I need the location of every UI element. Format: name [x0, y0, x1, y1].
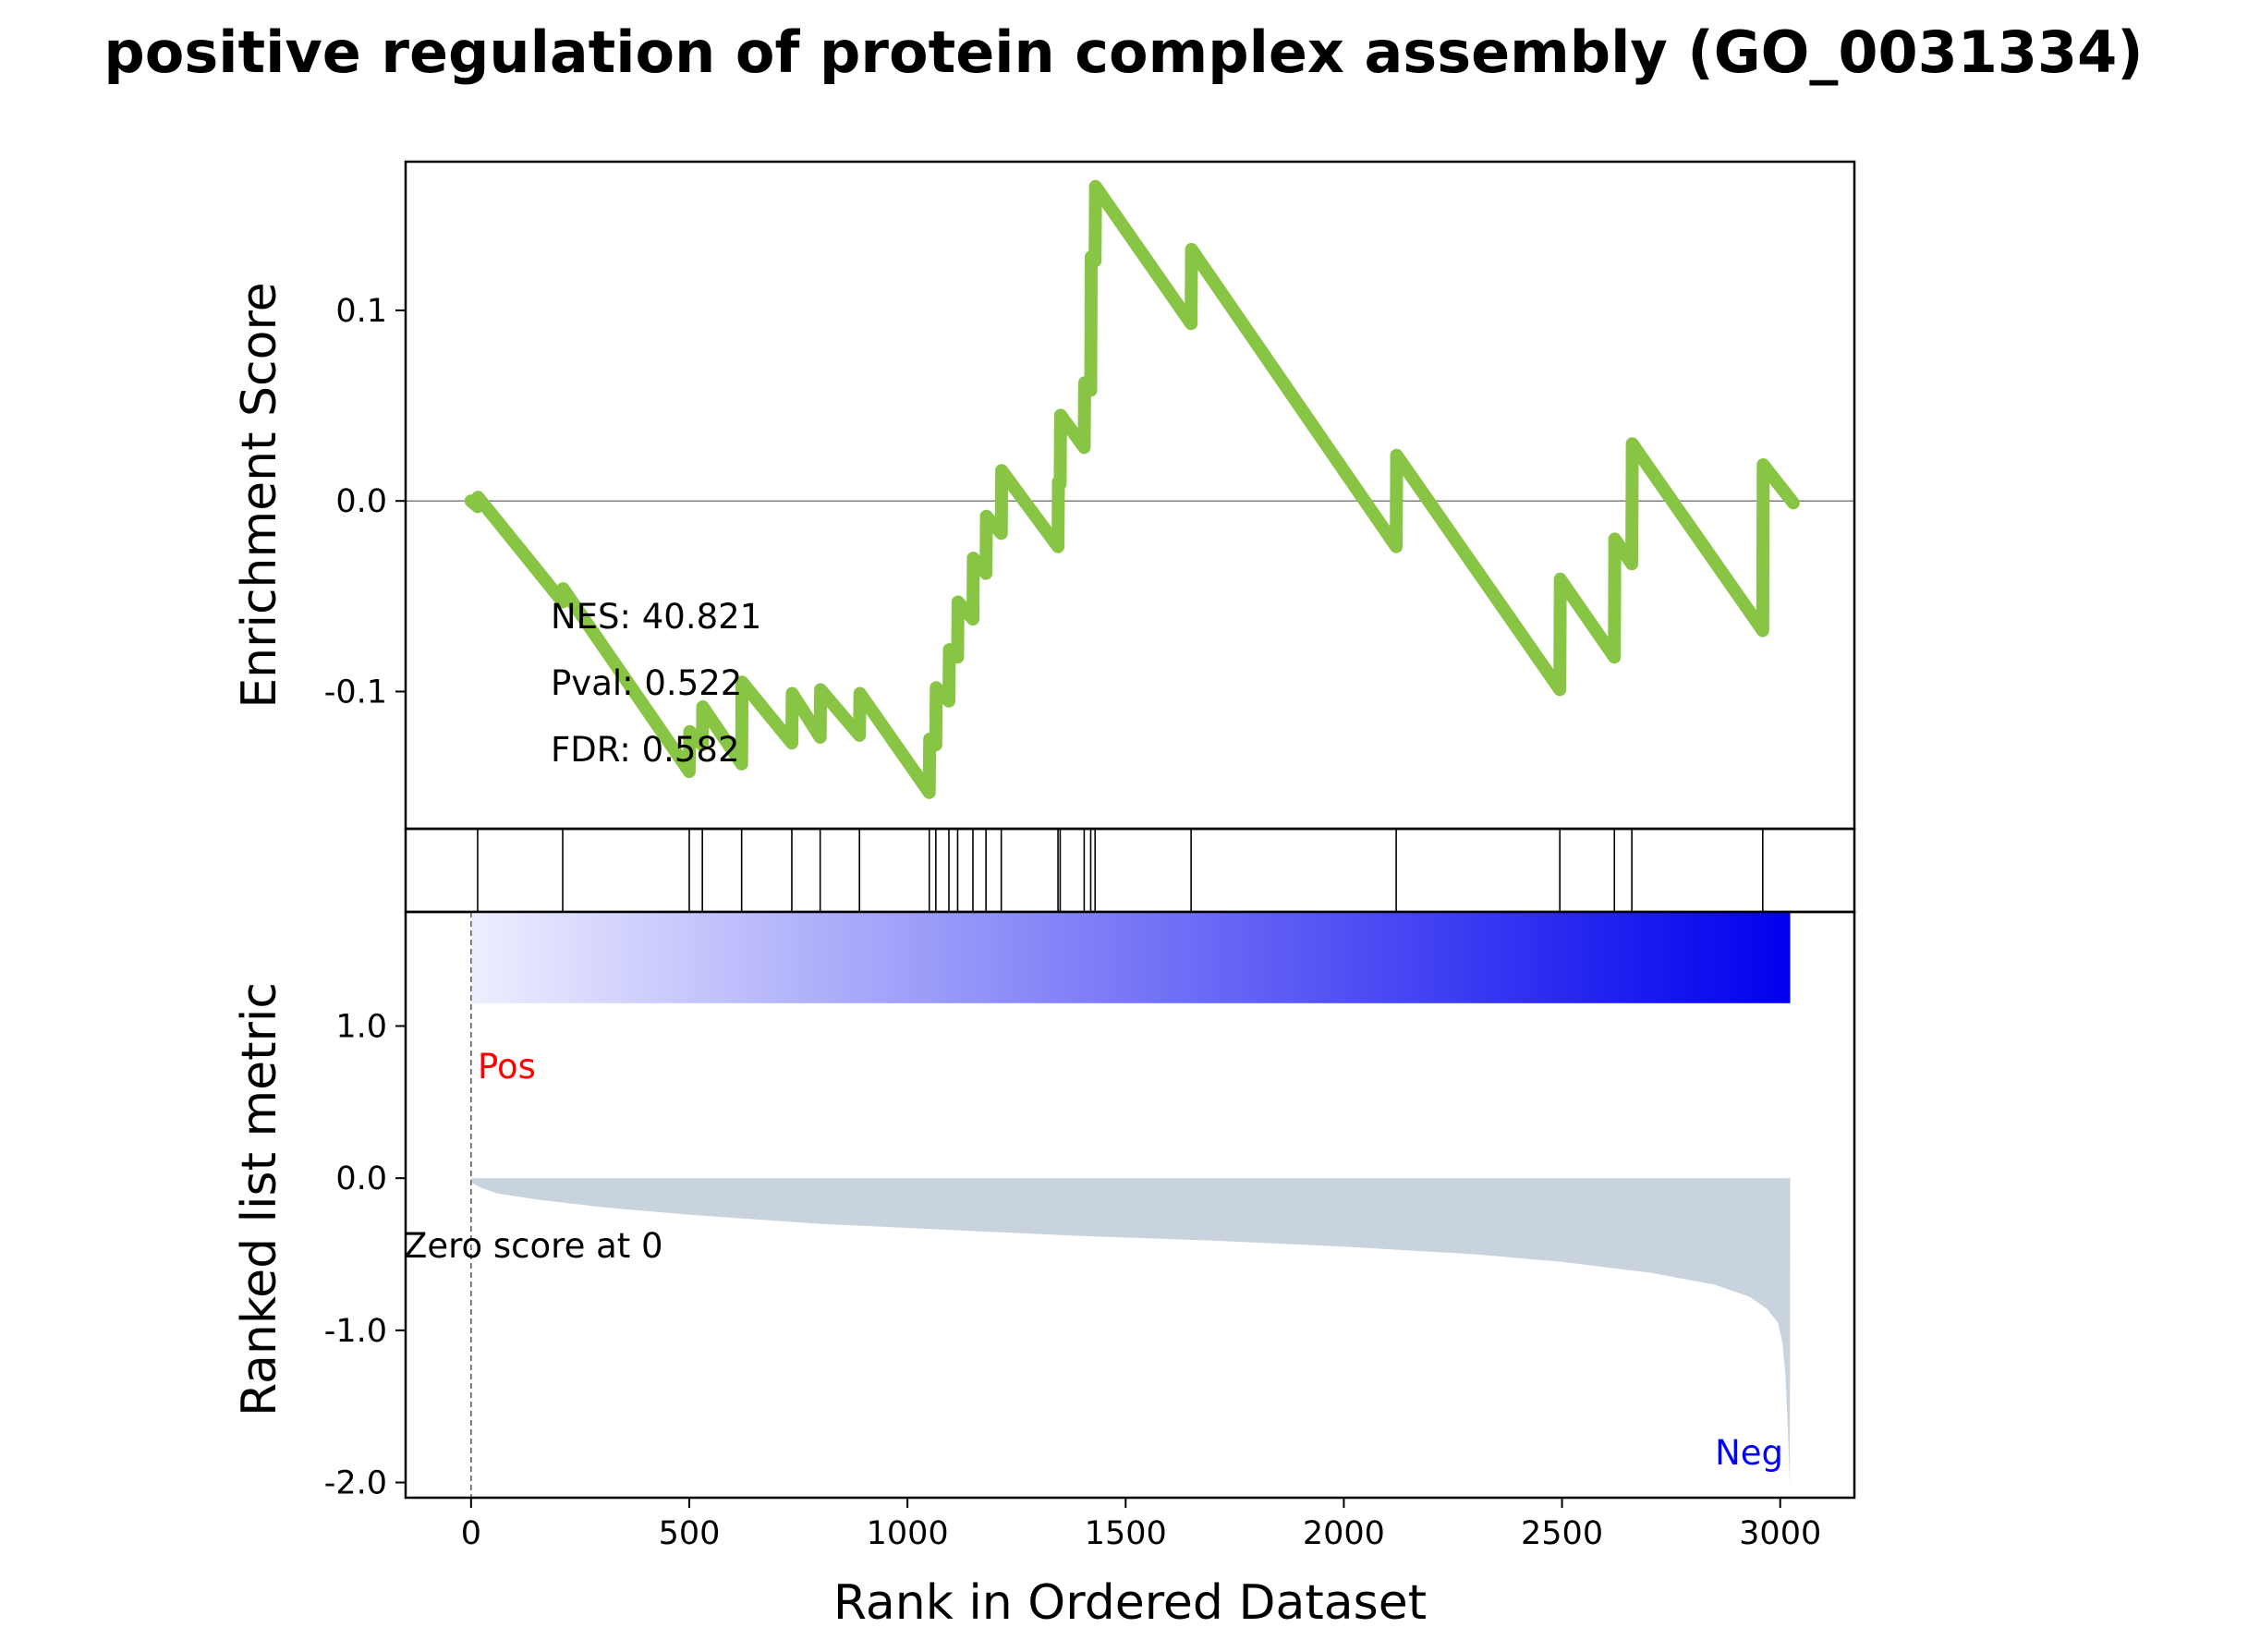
rank-gradient-bar: [470, 912, 1791, 1003]
ranked-metric-area: [470, 1178, 1791, 1486]
x-tick-label: 0: [461, 1515, 481, 1552]
rm-y-tick-label: -2.0: [324, 1465, 387, 1502]
zero-score-label: Zero score at 0: [404, 1226, 663, 1266]
es-y-tick-label: -0.1: [324, 674, 387, 711]
hits-panel: [404, 827, 1856, 914]
es-y-tick-label: 0.1: [335, 293, 387, 330]
pos-label: Pos: [478, 1047, 536, 1087]
pval-stat: Pval: 0.522: [551, 663, 742, 703]
ranked-metric-ylabel: Ranked list metric: [232, 982, 287, 1416]
enrichment-panel: 0.1 0.0 -0.1 Enrichment Score NES: 40.821 …: [232, 160, 1856, 831]
x-tick-label: 3000: [1739, 1515, 1821, 1552]
hit-lines: [477, 829, 1764, 912]
enrichment-score-line: [464, 179, 1800, 799]
chart-title: positive regulation of protein complex a…: [103, 18, 2143, 86]
stats-annotations: NES: 40.821 Pval: 0.522 FDR: 0.582: [551, 597, 761, 770]
enrichment-ylabel: Enrichment Score: [232, 282, 287, 708]
hits-frame: [404, 827, 1856, 914]
ranked-metric-panel: Pos Neg Zero score at 0 1.0 0.0 -1.0 -2.0 R…: [232, 910, 1856, 1502]
es-y-ticks: 0.1 0.0 -0.1: [324, 293, 406, 711]
x-tick-label: 500: [659, 1515, 721, 1552]
rm-y-ticks: 1.0 0.0 -1.0 -2.0: [324, 1009, 406, 1502]
rm-y-tick-label: 1.0: [335, 1009, 387, 1046]
x-tick-label: 2000: [1303, 1515, 1385, 1552]
nes-stat: NES: 40.821: [551, 597, 761, 637]
x-axis-label: Rank in Ordered Dataset: [833, 1575, 1427, 1631]
rm-y-tick-label: -1.0: [324, 1313, 387, 1350]
x-tick-label: 1500: [1085, 1515, 1167, 1552]
fdr-stat: FDR: 0.582: [551, 730, 740, 770]
x-tick-label: 2500: [1521, 1515, 1603, 1552]
ranked-metric-frame: [404, 910, 1856, 1500]
es-y-tick-label: 0.0: [335, 483, 387, 520]
rm-y-tick-label: 0.0: [335, 1160, 387, 1197]
neg-label: Neg: [1715, 1433, 1783, 1473]
x-tick-label: 1000: [867, 1515, 949, 1552]
x-axis-ticks: 0 500 1000 1500 2000 2500 3000: [461, 1498, 1821, 1552]
